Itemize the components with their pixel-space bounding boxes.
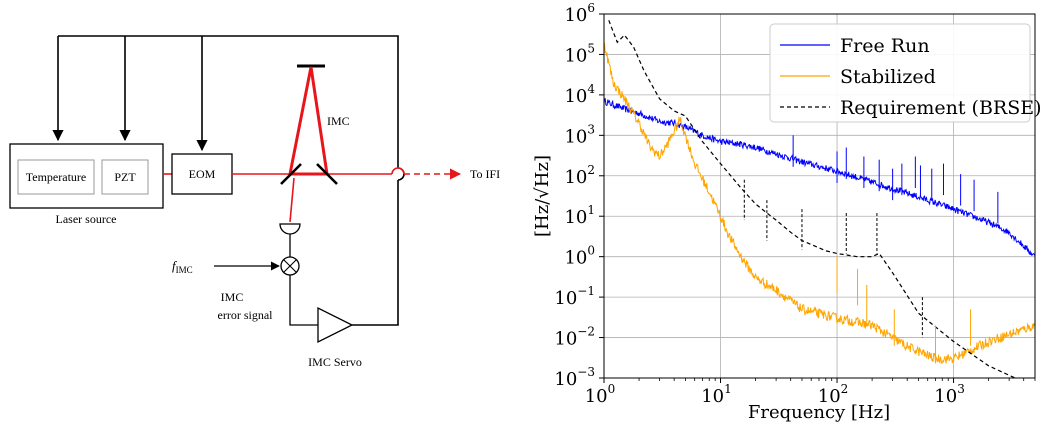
imc-output-mirror [316,163,338,185]
y-tick-label: 103 [564,122,595,147]
y-tick-label: 102 [564,163,595,188]
eom-box [171,153,233,195]
legend-box [769,23,1031,123]
error-signal-label-1: IMC [221,290,244,304]
noise-spectrum-chart: 100 101 102 10310610510410310210110010−110−… [532,1,1042,423]
y-tick-label: 104 [564,82,595,107]
x-axis-label: Frequency [Hz] [748,402,890,423]
pzt-box [101,159,149,195]
legend-label: Requirement (BRSE) [840,97,1042,119]
x-tick-exp: 0 [608,382,616,396]
eom-label: EOM [189,167,216,181]
x-tick-base: 10 [701,386,724,407]
temperature-box [17,159,95,195]
y-tick-exp: 5 [587,41,595,55]
series-group [604,20,1035,378]
pzt-label: PZT [114,170,136,184]
imc-input-mirror [280,163,302,185]
plot-frame [603,13,1036,379]
y-tick-label: 10−2 [554,325,595,350]
y-tick-base: 10 [564,167,587,188]
y-tick-exp: −3 [577,365,595,379]
y-tick-base: 10 [554,288,577,309]
reflected-beam [289,177,295,223]
x-tick-label: 101 [701,382,732,407]
y-tick-base: 10 [564,126,587,147]
ticks: 100 101 102 10310610510410310210110010−110−… [554,1,1036,407]
temperature-label: Temperature [26,170,86,184]
y-tick-base: 10 [564,5,587,26]
y-tick-label: 105 [564,41,595,66]
y-tick-exp: 4 [587,82,595,96]
mixer-cross-b [283,259,297,273]
series-line [604,42,1035,365]
x-tick-label: 103 [934,382,965,407]
y-tick-label: 10−1 [554,284,595,309]
feedback-wire-lower [352,180,399,326]
laser-source-label: Laser source [56,212,117,226]
y-axis-label: [Hz/√Hz] [532,155,553,237]
y-tick-base: 10 [554,329,577,350]
f-imc-label: fIMC [172,258,193,275]
photodetector-icon [279,223,301,235]
imc-label: IMC [327,114,350,128]
y-tick-exp: −1 [577,284,595,298]
servo-amplifier-icon [317,306,354,344]
x-tick-base: 10 [585,386,608,407]
x-tick-base: 10 [934,386,957,407]
y-tick-exp: 3 [587,122,595,136]
x-tick-label: 100 [585,382,616,407]
x-tick-exp: 3 [957,382,965,396]
to-ifi-label: To IFI [470,167,500,181]
laser-beam-3 [391,167,405,175]
y-tick-label: 10−3 [554,365,595,390]
y-tick-exp: 6 [587,1,595,15]
y-tick-base: 10 [564,45,587,66]
legend: Free Run Stabilized Requirement (BRSE) [769,23,1042,123]
x-tick-base: 10 [818,386,841,407]
y-tick-exp: −2 [577,325,595,339]
series-line [608,20,1017,378]
y-tick-base: 10 [564,86,587,107]
block-diagram: Temperature PZT Laser source EOM To IFI … [9,35,500,369]
f-imc-main: f [172,258,178,273]
x-tick-label: 102 [818,382,849,407]
feedback-wire [58,35,399,168]
y-tick-label: 106 [564,1,595,26]
legend-label: Stabilized [840,66,936,88]
imc-beam-path [288,66,329,176]
servo-label: IMC Servo [308,355,362,369]
y-tick-label: 100 [564,244,595,269]
f-imc-sub: IMC [176,265,193,275]
error-signal-label-2: error signal [218,308,274,322]
y-tick-base: 10 [564,248,587,269]
y-tick-exp: 1 [587,203,595,217]
y-tick-base: 10 [564,207,587,228]
error-signal-wire [289,275,318,326]
y-tick-exp: 0 [587,244,595,258]
y-tick-label: 101 [564,203,595,228]
x-tick-exp: 2 [841,382,849,396]
y-tick-exp: 2 [587,163,595,177]
legend-label: Free Run [840,35,930,57]
y-tick-base: 10 [554,369,577,390]
x-tick-exp: 1 [724,382,732,396]
